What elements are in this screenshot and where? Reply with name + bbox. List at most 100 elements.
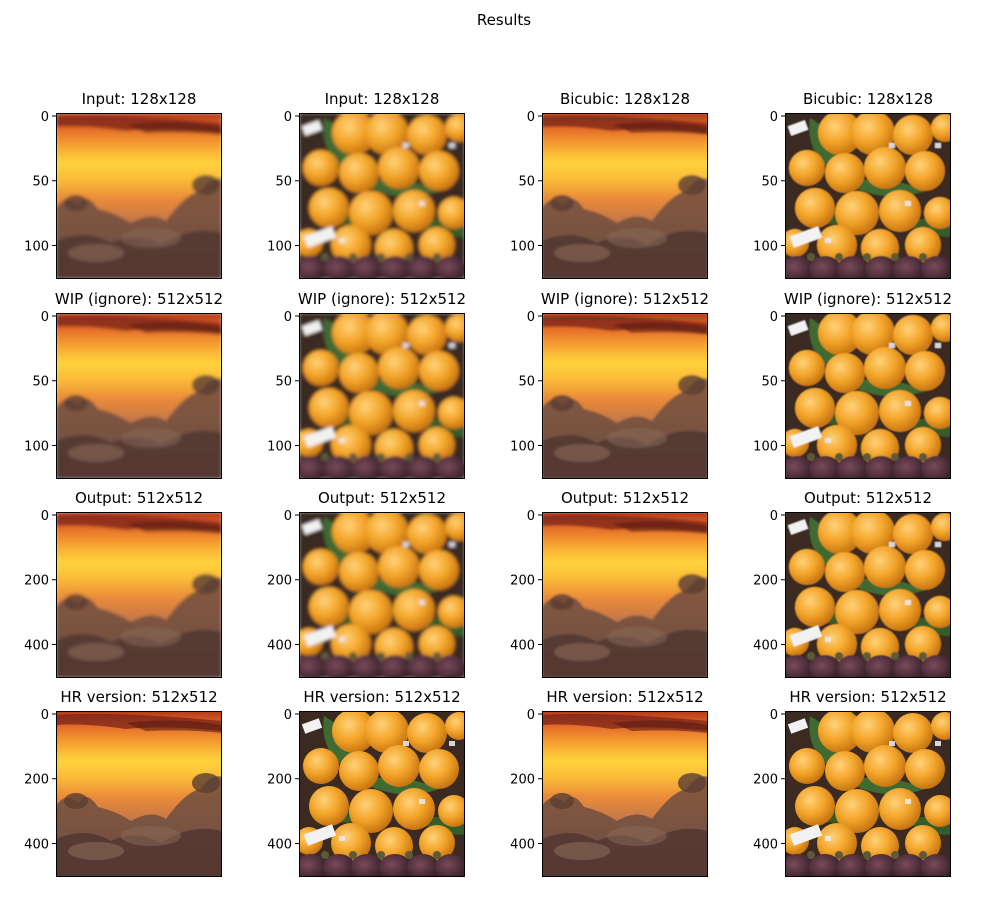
axes-frame xyxy=(542,711,708,877)
panel-title: HR version: 512x512 xyxy=(303,688,460,706)
y-tick-label: 50 xyxy=(761,175,778,190)
y-tick-label: 400 xyxy=(24,837,49,852)
sunset-image xyxy=(542,512,708,678)
axes-frame xyxy=(785,711,951,877)
sunset-image xyxy=(56,313,222,479)
image-panel: Bicubic: 128x128 0 50 100 xyxy=(753,90,951,279)
panel-title: Output: 512x512 xyxy=(75,489,203,507)
y-tick-label: 0 xyxy=(284,310,292,325)
axes-frame xyxy=(542,313,708,479)
y-tick-label: 400 xyxy=(267,837,292,852)
axes-frame xyxy=(785,512,951,678)
image-panel: Output: 512x512 0 200 400 xyxy=(753,489,951,678)
axes-frame xyxy=(542,113,708,279)
image-panel: WIP (ignore): 512x512 0 50 100 xyxy=(24,290,223,479)
image-panel: Output: 512x512 0 200 400 xyxy=(24,489,222,678)
panel-title: WIP (ignore): 512x512 xyxy=(784,290,952,308)
y-tick-label: 100 xyxy=(267,439,292,454)
axes-frame xyxy=(56,113,222,279)
y-tick-label: 50 xyxy=(518,375,535,390)
panel-title: WIP (ignore): 512x512 xyxy=(55,290,223,308)
fruit-image xyxy=(299,313,465,479)
y-tick-label: 200 xyxy=(510,773,535,788)
image-panel: WIP (ignore): 512x512 0 50 100 xyxy=(510,290,709,479)
y-tick-label: 0 xyxy=(284,708,292,723)
y-tick-label: 0 xyxy=(770,708,778,723)
panel-title: WIP (ignore): 512x512 xyxy=(541,290,709,308)
y-tick-label: 400 xyxy=(753,638,778,653)
sunset-image xyxy=(542,313,708,479)
y-tick-label: 0 xyxy=(527,708,535,723)
y-tick-label: 0 xyxy=(284,110,292,125)
panel-title: Input: 128x128 xyxy=(82,90,197,108)
fruit-image xyxy=(785,113,951,279)
panel-title: WIP (ignore): 512x512 xyxy=(298,290,466,308)
y-tick-label: 0 xyxy=(770,310,778,325)
y-tick-label: 200 xyxy=(267,773,292,788)
fruit-image xyxy=(785,313,951,479)
fruit-image xyxy=(299,512,465,678)
axes-frame xyxy=(785,313,951,479)
y-tick-label: 200 xyxy=(24,574,49,589)
panel-title: HR version: 512x512 xyxy=(546,688,703,706)
y-tick-label: 50 xyxy=(275,375,292,390)
sunset-image xyxy=(56,512,222,678)
figure-title: Results xyxy=(476,11,532,29)
y-tick-label: 0 xyxy=(41,509,49,524)
y-tick-label: 200 xyxy=(267,574,292,589)
axes-frame xyxy=(785,113,951,279)
image-panel: WIP (ignore): 512x512 0 50 100 xyxy=(753,290,952,479)
y-tick-label: 0 xyxy=(284,509,292,524)
fruit-image xyxy=(299,113,465,279)
y-tick-label: 200 xyxy=(753,773,778,788)
panel-title: Bicubic: 128x128 xyxy=(560,90,690,108)
image-panel: HR version: 512x512 0 200 400 xyxy=(510,688,708,877)
y-tick-label: 400 xyxy=(510,837,535,852)
y-tick-label: 0 xyxy=(41,110,49,125)
y-tick-label: 100 xyxy=(24,239,49,254)
y-tick-label: 0 xyxy=(527,110,535,125)
panel-title: Output: 512x512 xyxy=(318,489,446,507)
y-tick-label: 100 xyxy=(753,439,778,454)
fruit-image xyxy=(785,512,951,678)
panel-title: HR version: 512x512 xyxy=(60,688,217,706)
y-tick-label: 200 xyxy=(510,574,535,589)
axes-frame xyxy=(299,313,465,479)
y-tick-label: 200 xyxy=(24,773,49,788)
y-tick-label: 0 xyxy=(41,708,49,723)
y-tick-label: 200 xyxy=(753,574,778,589)
y-tick-label: 100 xyxy=(510,439,535,454)
axes-frame xyxy=(299,113,465,279)
y-tick-label: 50 xyxy=(32,175,49,190)
axes-frame xyxy=(299,711,465,877)
image-panel: HR version: 512x512 0 200 400 xyxy=(267,688,465,877)
panel-title: HR version: 512x512 xyxy=(789,688,946,706)
image-panel: Input: 128x128 0 50 100 xyxy=(24,90,222,279)
axes-frame xyxy=(299,512,465,678)
image-panel: Output: 512x512 0 200 400 xyxy=(510,489,708,678)
image-panel: HR version: 512x512 0 200 400 xyxy=(24,688,222,877)
fruit-image xyxy=(299,711,465,877)
y-tick-label: 400 xyxy=(510,638,535,653)
y-tick-label: 0 xyxy=(41,310,49,325)
y-tick-label: 50 xyxy=(518,175,535,190)
y-tick-label: 50 xyxy=(32,375,49,390)
y-tick-label: 400 xyxy=(24,638,49,653)
panel-title: Bicubic: 128x128 xyxy=(803,90,933,108)
sunset-image xyxy=(542,113,708,279)
axes-frame xyxy=(56,711,222,877)
y-tick-label: 100 xyxy=(24,439,49,454)
image-panel: HR version: 512x512 0 200 400 xyxy=(753,688,951,877)
y-tick-label: 0 xyxy=(527,310,535,325)
axes-frame xyxy=(542,512,708,678)
y-tick-label: 0 xyxy=(770,509,778,524)
y-tick-label: 50 xyxy=(275,175,292,190)
image-panel: WIP (ignore): 512x512 0 50 100 xyxy=(267,290,466,479)
y-tick-label: 100 xyxy=(510,239,535,254)
panel-title: Output: 512x512 xyxy=(561,489,689,507)
y-tick-label: 0 xyxy=(770,110,778,125)
image-panel: Bicubic: 128x128 0 50 100 xyxy=(510,90,708,279)
panel-title: Output: 512x512 xyxy=(804,489,932,507)
y-tick-label: 100 xyxy=(267,239,292,254)
